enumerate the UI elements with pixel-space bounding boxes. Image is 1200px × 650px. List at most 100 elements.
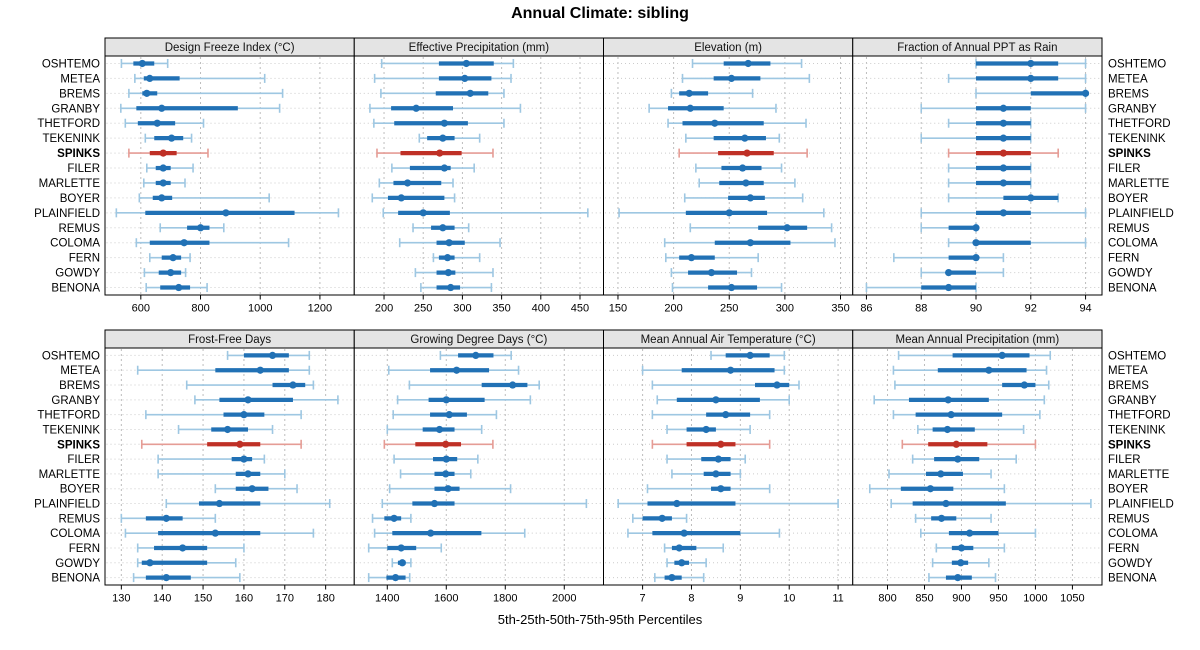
row-label-left: GRANBY <box>51 395 100 407</box>
series-median-dot <box>727 74 736 83</box>
series-median-dot <box>439 224 447 232</box>
series-median-dot <box>397 544 405 552</box>
row-label-left: COLOMA <box>50 238 100 250</box>
series-median-dot <box>439 134 447 142</box>
axis-tick-label: 7 <box>640 593 646 605</box>
series-median-dot <box>146 74 154 83</box>
axis-tick-label: 250 <box>720 303 738 315</box>
series-median-dot <box>738 164 747 172</box>
series-median-dot <box>717 440 725 448</box>
series-median-dot <box>711 119 719 127</box>
series-median-dot <box>466 89 474 97</box>
series-median-dot <box>999 179 1007 187</box>
row-label-right: PLAINFIELD <box>1108 499 1174 511</box>
series-median-dot <box>180 239 188 247</box>
row-label-left: FILER <box>67 454 100 466</box>
row-label-left: BREMS <box>59 380 100 392</box>
series-median-dot <box>419 209 427 217</box>
series-median-dot <box>773 381 781 389</box>
series-median-dot <box>937 514 946 522</box>
axis-tick-label: 140 <box>153 593 171 605</box>
series-median-dot <box>162 514 170 522</box>
series-median-dot <box>244 470 252 478</box>
row-label-left: BENONA <box>51 283 100 295</box>
series-median-dot <box>167 268 175 277</box>
series-median-dot <box>244 396 252 404</box>
series-median-dot <box>240 411 248 419</box>
series-median-dot <box>999 209 1007 217</box>
series-median-dot <box>743 149 751 157</box>
series-median-dot <box>175 283 183 292</box>
axis-tick-label: 92 <box>1025 303 1037 315</box>
series-median-dot <box>1027 194 1035 202</box>
series-median-dot <box>942 499 950 508</box>
series-median-dot <box>240 455 248 463</box>
series-median-dot <box>159 149 167 157</box>
series-median-dot <box>391 573 400 582</box>
axis-tick-label: 1600 <box>434 593 458 605</box>
series-median-dot <box>398 559 406 567</box>
row-label-left: OSHTEMO <box>42 58 100 70</box>
series-median-dot <box>957 559 965 567</box>
row-label-right: BENONA <box>1108 283 1157 295</box>
axis-tick-label: 200 <box>375 303 393 315</box>
series-median-dot <box>427 529 435 537</box>
row-label-right: GRANBY <box>1108 395 1157 407</box>
series-median-dot <box>211 529 219 537</box>
row-label-left: FERN <box>69 253 100 265</box>
series-median-dot <box>999 119 1007 127</box>
series-median-dot <box>159 179 167 187</box>
series-median-dot <box>412 104 420 112</box>
series-median-dot <box>444 485 452 493</box>
series-median-dot <box>945 283 953 292</box>
series-median-dot <box>138 59 146 68</box>
series-median-dot <box>222 209 230 217</box>
row-label-left: SPINKS <box>57 439 100 451</box>
row-label-right: FERN <box>1108 543 1139 555</box>
axis-tick-label: 400 <box>532 303 550 315</box>
series-median-dot <box>707 268 716 277</box>
row-label-left: BENONA <box>51 573 100 585</box>
series-median-dot <box>289 381 297 389</box>
row-label-left: REMUS <box>58 223 100 235</box>
series-median-dot <box>658 514 666 522</box>
axis-tick-label: 130 <box>112 593 130 605</box>
series-median-dot <box>167 134 176 142</box>
axis-tick-label: 1800 <box>493 593 517 605</box>
series-median-dot <box>1027 59 1035 68</box>
series-median-dot <box>727 283 736 292</box>
series-median-dot <box>725 209 733 217</box>
series-median-dot <box>675 544 683 552</box>
panel-strip-title: Fraction of Annual PPT as Rain <box>897 42 1057 54</box>
series-median-dot <box>196 224 205 232</box>
panel-strip-title: Growing Degree Days (°C) <box>410 334 547 346</box>
series-median-dot <box>741 134 749 142</box>
axis-tick-label: 1400 <box>375 593 399 605</box>
axis-tick-label: 150 <box>609 303 627 315</box>
series-median-dot <box>462 59 470 68</box>
axis-tick-label: 2000 <box>552 593 576 605</box>
series-median-dot <box>444 268 452 277</box>
row-label-left: TEKENINK <box>42 424 100 436</box>
series-median-dot <box>215 499 224 508</box>
series-median-dot <box>714 455 722 463</box>
row-label-left: GRANBY <box>51 103 100 115</box>
series-median-dot <box>159 164 167 172</box>
row-label-right: COLOMA <box>1108 528 1158 540</box>
series-median-dot <box>443 254 452 262</box>
series-median-dot <box>686 104 694 112</box>
series-median-dot <box>403 179 412 187</box>
series-median-dot <box>442 470 450 478</box>
row-label-right: BOYER <box>1108 484 1148 496</box>
series-median-dot <box>985 366 993 374</box>
row-label-left: BOYER <box>60 484 100 496</box>
axis-tick-label: 9 <box>737 593 743 605</box>
row-label-right: MARLETTE <box>1108 469 1170 481</box>
series-median-dot <box>179 544 187 552</box>
row-label-left: BREMS <box>59 88 100 100</box>
row-label-right: GRANBY <box>1108 103 1157 115</box>
axis-tick-label: 11 <box>832 593 843 605</box>
axis-tick-label: 1000 <box>248 303 272 315</box>
axis-tick-label: 8 <box>688 593 694 605</box>
series-median-dot <box>680 529 688 537</box>
